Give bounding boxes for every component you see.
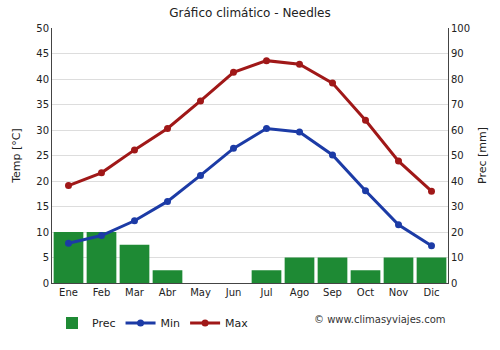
svg-text:30: 30 [451, 201, 464, 212]
svg-text:May: May [190, 287, 211, 298]
svg-text:Max: Max [225, 317, 248, 330]
svg-text:Jun: Jun [225, 287, 242, 298]
svg-text:30: 30 [36, 125, 49, 136]
svg-text:20: 20 [36, 176, 49, 187]
svg-text:35: 35 [36, 99, 49, 110]
svg-text:60: 60 [451, 125, 464, 136]
svg-text:70: 70 [451, 99, 464, 110]
svg-text:5: 5 [43, 252, 49, 263]
svg-text:Ago: Ago [290, 287, 309, 298]
svg-text:Jul: Jul [259, 287, 272, 298]
svg-text:Abr: Abr [159, 287, 177, 298]
svg-text:Mar: Mar [125, 287, 145, 298]
svg-text:© www.climasyviajes.com: © www.climasyviajes.com [314, 314, 446, 325]
svg-text:10: 10 [36, 227, 49, 238]
svg-text:Nov: Nov [389, 287, 409, 298]
svg-text:40: 40 [36, 74, 49, 85]
svg-text:Min: Min [161, 317, 181, 330]
svg-text:40: 40 [451, 176, 464, 187]
svg-text:Gráfico climático - Needles: Gráfico climático - Needles [169, 6, 330, 20]
svg-text:50: 50 [451, 150, 464, 161]
svg-text:Oct: Oct [357, 287, 374, 298]
svg-text:100: 100 [451, 23, 470, 34]
svg-text:Prec: Prec [92, 317, 116, 330]
svg-text:Feb: Feb [93, 287, 111, 298]
svg-text:0: 0 [43, 278, 49, 289]
svg-text:25: 25 [36, 150, 49, 161]
svg-text:Temp [°C]: Temp [°C] [10, 128, 23, 184]
svg-text:50: 50 [36, 23, 49, 34]
svg-text:0: 0 [451, 278, 457, 289]
svg-text:15: 15 [36, 201, 49, 212]
svg-text:45: 45 [36, 48, 49, 59]
svg-text:Ene: Ene [59, 287, 78, 298]
svg-text:10: 10 [451, 252, 464, 263]
svg-text:90: 90 [451, 48, 464, 59]
svg-text:Sep: Sep [323, 287, 342, 298]
svg-text:Prec [mm]: Prec [mm] [476, 127, 489, 184]
svg-text:20: 20 [451, 227, 464, 238]
svg-text:Dic: Dic [424, 287, 440, 298]
svg-text:80: 80 [451, 74, 464, 85]
